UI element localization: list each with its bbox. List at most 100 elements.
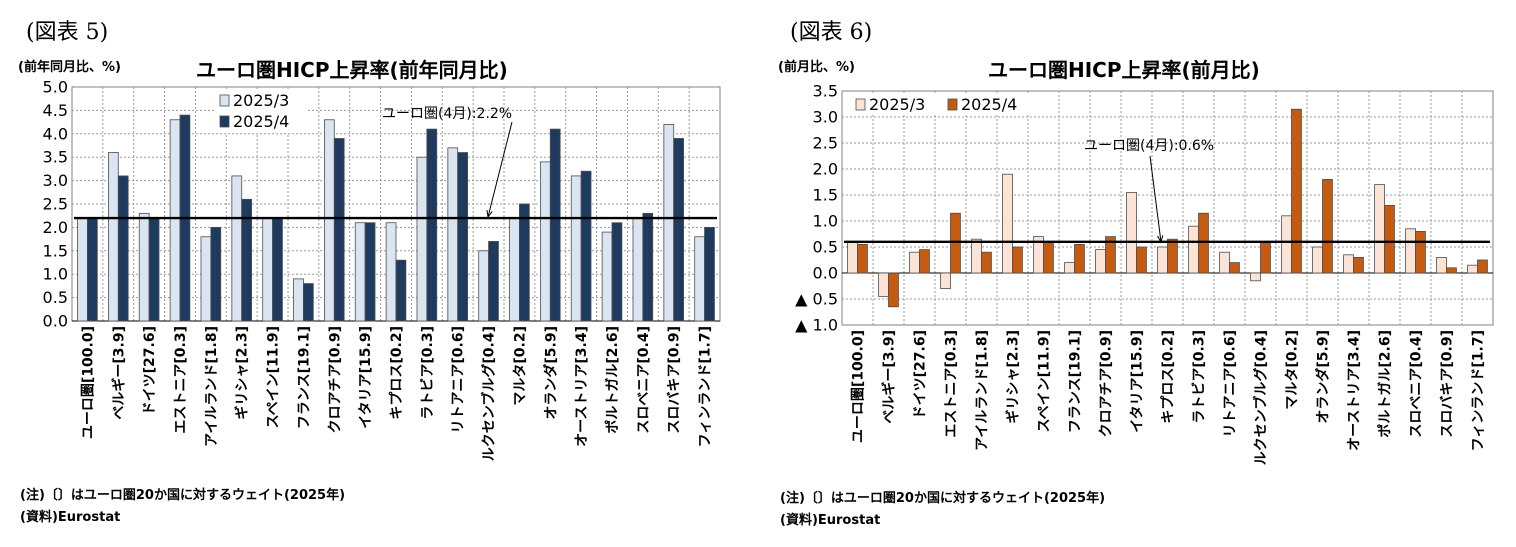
y-tick-label: 2.5 bbox=[43, 195, 68, 214]
source-text: (資料)Eurostat bbox=[20, 510, 121, 525]
x-tick-label: ユーロ圏[100.0] bbox=[851, 330, 867, 443]
bar-series-1 bbox=[847, 241, 858, 274]
bar-series-2 bbox=[519, 203, 530, 322]
chart-title: ユーロ圏HICP上昇率(前月比) bbox=[988, 58, 1260, 82]
legend-swatch bbox=[219, 94, 230, 107]
bar-series-2 bbox=[1229, 262, 1240, 274]
y-tick-label: 3.5 bbox=[43, 148, 68, 167]
bar-series-2 bbox=[1012, 246, 1023, 274]
chart-panel-2: (図表 6) (前月比、%) ユーロ圏HICP上昇率(前月比) ▲ 1.0 ▲ 0… bbox=[758, 0, 1516, 547]
x-tick-label: スロベニア[0.4] bbox=[636, 326, 652, 434]
bar-series-2 bbox=[549, 128, 561, 322]
bar-series-2 bbox=[210, 226, 222, 322]
bar-series-1 bbox=[169, 119, 181, 322]
bar-series-2 bbox=[1136, 246, 1147, 274]
bar-series-1 bbox=[478, 250, 489, 322]
bar-series-1 bbox=[1219, 251, 1230, 274]
x-tick-label: ポルトガル[2.6] bbox=[604, 326, 621, 434]
x-tick-label: ポルトガル[2.6] bbox=[1377, 330, 1394, 438]
y-tick-label: ▲ 1.0 bbox=[795, 316, 838, 335]
bar-series-2 bbox=[919, 249, 930, 274]
x-tick-label: キプロス[0.2] bbox=[389, 326, 405, 420]
bar-series-1 bbox=[1064, 262, 1075, 274]
bar-series-1 bbox=[1250, 272, 1261, 282]
y-tick-label: 1.0 bbox=[813, 212, 838, 231]
y-tick-label: 2.5 bbox=[813, 134, 838, 153]
x-tick-label: アイルランド[1.8] bbox=[975, 330, 991, 451]
y-tick-label: 4.0 bbox=[43, 124, 68, 143]
bar-series-1 bbox=[1436, 256, 1447, 274]
y-tick-label: 3.0 bbox=[43, 171, 68, 190]
figure-label: (図表 5) bbox=[26, 20, 109, 45]
bar-series-1 bbox=[601, 231, 613, 322]
reference-annotation: ユーロ圏(4月):0.6% bbox=[1084, 138, 1214, 154]
y-tick-label: 4.5 bbox=[43, 101, 68, 120]
note-text: (注)〔〕はユーロ圏20か国に対するウェイト(2025年) bbox=[780, 491, 1106, 506]
bar-series-2 bbox=[1167, 238, 1178, 274]
bar-series-1 bbox=[1157, 246, 1168, 274]
chart-svg-2: ▲ 1.0 ▲ 0.5 0.0 0.5 1.0 1.5 2.0 2.5 3.0 3.5 ユーロ圏[1… bbox=[795, 82, 1494, 465]
note-text: (注)〔〕はユーロ圏20か国に対するウェイト(2025年) bbox=[20, 488, 346, 503]
bar-series-1 bbox=[108, 152, 119, 322]
bar-series-2 bbox=[1322, 178, 1333, 274]
bar-series-2 bbox=[364, 222, 376, 322]
bar-series-1 bbox=[385, 222, 397, 322]
x-tick-label: オランダ[5.9] bbox=[542, 326, 559, 420]
bar-series-2 bbox=[1198, 212, 1209, 274]
x-tick-label: ルクセンブルグ[0.4] bbox=[481, 326, 498, 461]
y-tick-label: 1.0 bbox=[43, 265, 68, 284]
bar-series-2 bbox=[673, 138, 684, 322]
bar-series-2 bbox=[333, 138, 345, 322]
chart-svg-1: 0.0 0.5 1.0 1.5 2.0 2.5 3.0 3.5 4.0 4.5 5.0 ユーロ圏[10… bbox=[43, 78, 721, 461]
bar-series-1 bbox=[940, 272, 951, 290]
bar-series-1 bbox=[1002, 173, 1013, 274]
bar-series-2 bbox=[1415, 230, 1426, 274]
bar-series-2 bbox=[1043, 241, 1054, 274]
y-tick-label: 3.0 bbox=[813, 108, 838, 127]
bar-series-1 bbox=[77, 217, 88, 322]
bar-series-2 bbox=[704, 226, 715, 322]
annotation-arrowhead bbox=[1157, 235, 1164, 243]
bar-series-1 bbox=[1467, 264, 1478, 274]
source-text: (資料)Eurostat bbox=[780, 513, 881, 528]
bar-series-2 bbox=[426, 128, 438, 322]
bar-series-1 bbox=[509, 217, 520, 322]
x-tick-label: ギリシャ[2.3] bbox=[234, 326, 251, 420]
legend-label: 2025/4 bbox=[233, 112, 289, 131]
annotation-arrowhead bbox=[486, 210, 493, 218]
x-tick-label: キプロス[0.2] bbox=[1161, 330, 1177, 424]
bar-series-1 bbox=[1374, 184, 1385, 274]
x-tick-label: クロアチア[0.9] bbox=[327, 326, 343, 433]
unit-label: (前年同月比、%) bbox=[18, 60, 121, 75]
bar-series-1 bbox=[293, 278, 304, 322]
bar-series-2 bbox=[981, 251, 992, 274]
bar-series-2 bbox=[148, 217, 160, 322]
bar-series-2 bbox=[1384, 204, 1395, 274]
x-tick-label: エストニア[0.3] bbox=[944, 330, 960, 438]
plot-area bbox=[841, 90, 1494, 326]
bar-series-2 bbox=[488, 241, 499, 322]
bar-series-2 bbox=[857, 243, 868, 274]
x-tick-label: フィンランド[1.7] bbox=[1471, 330, 1487, 451]
x-tick-label: フランス[19.1] bbox=[1068, 330, 1084, 433]
bar-series-1 bbox=[1281, 215, 1292, 274]
legend-swatch bbox=[855, 98, 866, 111]
x-tick-label: ギリシャ[2.3] bbox=[1005, 330, 1022, 424]
legend-swatch bbox=[947, 98, 958, 111]
x-tick-label: マルタ[0.2] bbox=[512, 326, 528, 406]
bar-series-1 bbox=[663, 124, 675, 322]
unit-label: (前月比、%) bbox=[778, 60, 855, 75]
x-tick-label: オランダ[5.9] bbox=[1315, 330, 1332, 424]
legend-label: 2025/4 bbox=[961, 95, 1017, 114]
bar-series-1 bbox=[570, 175, 582, 322]
bar-series-1 bbox=[632, 217, 644, 322]
x-tick-label: ベルギー[3.9] bbox=[110, 326, 127, 420]
bar-series-2 bbox=[1477, 259, 1488, 274]
bar-series-2 bbox=[1260, 241, 1271, 274]
bar-series-2 bbox=[1105, 236, 1116, 274]
bar-series-1 bbox=[694, 236, 705, 322]
bar-series-2 bbox=[580, 170, 592, 322]
x-tick-label: オーストリア[3.4] bbox=[1347, 330, 1363, 451]
bar-series-2 bbox=[395, 259, 407, 322]
y-tick-label: 3.5 bbox=[813, 82, 838, 101]
